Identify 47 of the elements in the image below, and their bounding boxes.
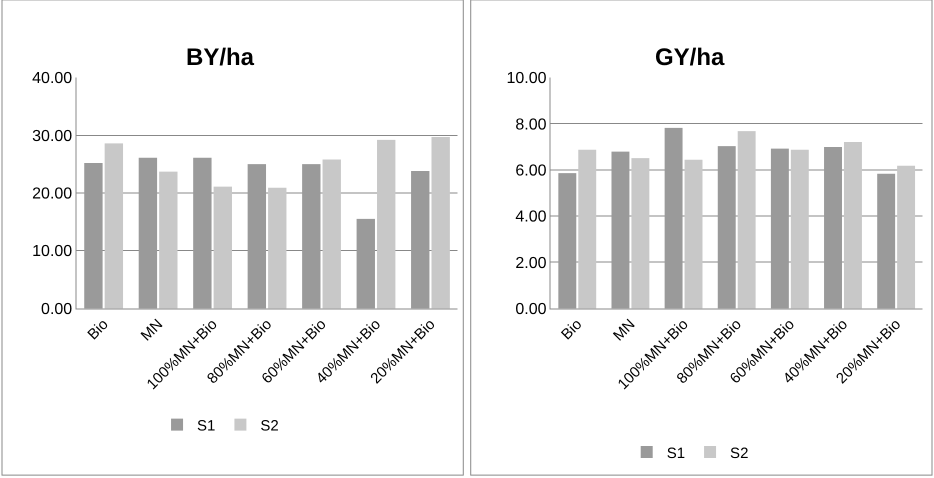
- bar: [431, 136, 450, 308]
- bar: [770, 148, 789, 308]
- bar: [248, 164, 266, 308]
- legend-label: S1: [197, 417, 216, 434]
- bar: [214, 186, 232, 308]
- bar: [558, 173, 576, 308]
- bar: [322, 159, 341, 308]
- bar: [193, 158, 212, 308]
- chart-title: BY/ha: [186, 44, 255, 71]
- y-tick-label: 10.00: [32, 243, 72, 260]
- x-tick-label: Bio: [84, 316, 112, 344]
- bar: [578, 150, 596, 308]
- bar: [104, 143, 124, 308]
- y-tick-label: 40.00: [32, 70, 72, 88]
- bar: [790, 150, 809, 308]
- bar: [411, 171, 430, 308]
- chart-title: GY/ha: [655, 44, 726, 71]
- legend-label: S2: [730, 444, 748, 462]
- y-tick-label: 0.00: [515, 300, 547, 318]
- legend-label: S2: [260, 417, 279, 434]
- bar: [268, 188, 286, 308]
- y-tick-label: 8.00: [515, 116, 547, 134]
- bar: [718, 146, 736, 308]
- y-tick-label: 6.00: [515, 162, 547, 180]
- bar: [824, 147, 842, 308]
- bar: [611, 152, 630, 308]
- y-tick-label: 30.00: [32, 128, 72, 145]
- y-tick-label: 20.00: [32, 186, 72, 203]
- bar: [302, 164, 320, 308]
- bar: [138, 158, 158, 308]
- y-tick-label: 2.00: [515, 254, 547, 272]
- x-tick-label: Bio: [558, 316, 586, 344]
- bar: [684, 160, 702, 308]
- bar: [877, 174, 896, 308]
- y-tick-label: 10.00: [506, 70, 547, 88]
- bar: [377, 140, 396, 308]
- bar: [897, 166, 916, 308]
- bar: [84, 162, 103, 308]
- bar: [844, 142, 862, 308]
- y-tick-label: 4.00: [515, 208, 547, 226]
- bar: [356, 218, 375, 308]
- bar: [664, 128, 683, 308]
- bar: [631, 158, 650, 308]
- legend-label: S1: [666, 444, 686, 462]
- bar: [738, 131, 756, 308]
- bar: [159, 172, 178, 308]
- y-tick-label: 0.00: [41, 300, 72, 318]
